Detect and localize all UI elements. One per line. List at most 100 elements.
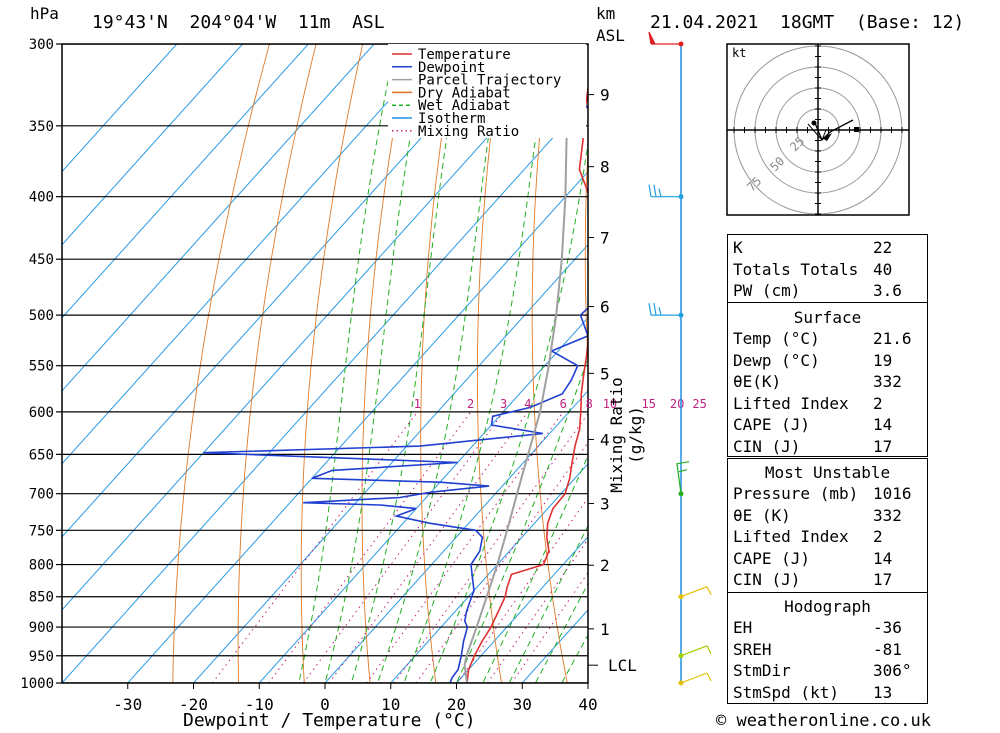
mixing-ratio-label: 3: [500, 397, 507, 411]
mixing-ratio-line: [366, 411, 564, 683]
wind-barb: [648, 303, 681, 316]
legend-label: Wet Adiabat: [418, 98, 511, 114]
surface-key: Dewp (°C): [733, 350, 820, 370]
pressure-tick-label: 650: [29, 447, 54, 463]
surface-value: 17: [873, 436, 893, 456]
mixing-ratio-line: [456, 497, 588, 683]
km-tick-label: 2: [600, 556, 610, 575]
dry-adiabat: [531, 44, 568, 683]
wet-adiabat: [377, 44, 503, 683]
surface-key: CIN (J): [733, 436, 801, 456]
hodograph-key: StmDir: [733, 661, 791, 680]
index-key: K: [733, 238, 743, 257]
height-unit-asl: ASL: [596, 26, 625, 45]
surface-key: Temp (°C): [733, 329, 820, 348]
legend-box: [388, 44, 586, 138]
most-unstable-row: θE (K) 332: [728, 505, 927, 526]
most-unstable-key: Pressure (mb): [733, 484, 859, 503]
dry-adiabat: [476, 44, 503, 683]
mixing-ratio-line: [328, 411, 529, 683]
most-unstable-table: Most Unstable Pressure (mb) 1016 θE (K) 332…: [727, 458, 928, 593]
surface-table: Surface Temp (°C) 21.6 Dewp (°C) 19 θE(K) 332…: [727, 302, 928, 457]
km-tick-label: 9: [600, 86, 610, 105]
dry-adiabat: [172, 44, 270, 683]
most-unstable-title: Most Unstable: [764, 463, 891, 482]
pressure-tick-label: 950: [29, 649, 54, 665]
index-value: 40: [873, 259, 893, 279]
y2-axis-label: Mixing Ratio (g/kg): [607, 377, 645, 493]
wind-barb-shape: [680, 645, 712, 657]
mixing-ratio-label: 8: [586, 397, 593, 411]
surface-value: 19: [873, 350, 893, 370]
pressure-tick-label: 550: [29, 359, 54, 375]
km-tick-label: 7: [600, 229, 610, 248]
km-tick-label: 3: [600, 494, 610, 513]
hodograph-value: 13: [873, 682, 893, 702]
most-unstable-key: Lifted Index: [733, 527, 849, 546]
km-tick-label: 5: [600, 364, 610, 383]
pressure-tick-label: 700: [29, 487, 54, 503]
most-unstable-row: CIN (J) 17: [728, 569, 927, 590]
pressure-tick-label: 850: [29, 590, 54, 606]
isotherm-line: [62, 44, 375, 392]
most-unstable-value: 2: [873, 527, 883, 546]
hodograph-value: 306°: [873, 661, 912, 680]
hodograph-key: SREH: [733, 639, 772, 659]
surface-value: 21.6: [873, 329, 912, 348]
wind-barb-shape: [680, 672, 712, 684]
legend-label: Temperature: [418, 47, 511, 63]
index-key: Totals Totals: [733, 259, 859, 279]
hodograph-unit: kt: [732, 46, 746, 60]
isotherm-line: [258, 316, 588, 683]
hodograph-point: [854, 127, 859, 132]
dry-adiabat: [584, 139, 588, 369]
dry-adiabat: [237, 44, 317, 683]
pressure-tick-label: 750: [29, 523, 54, 539]
mixing-ratio-label: 10: [603, 397, 617, 411]
wet-adiabat: [324, 44, 428, 683]
mixing-ratio-line: [415, 441, 588, 683]
wind-barb: [648, 184, 681, 198]
legend-label: Dry Adiabat: [418, 85, 511, 101]
hodograph-row: SREH -81: [728, 639, 927, 660]
wet-adiabat: [298, 44, 397, 683]
surface-key: θE(K): [733, 372, 782, 391]
mixing-ratio-label: 15: [641, 397, 655, 411]
dry-adiabat: [361, 44, 410, 683]
hodograph-point: [811, 120, 817, 126]
mixing-ratio-line: [302, 411, 505, 683]
legend-label: Dewpoint: [418, 60, 485, 76]
surface-title: Surface: [793, 308, 862, 327]
most-unstable-value: 1016: [873, 484, 912, 503]
pressure-tick-label: 300: [29, 37, 54, 53]
pressure-tick-label: 400: [29, 190, 54, 206]
mixing-ratio-label: 25: [692, 397, 706, 411]
most-unstable-key: θE (K): [733, 505, 791, 525]
wind-barb-shape: [648, 303, 681, 316]
most-unstable-row: CAPE (J) 14: [728, 548, 927, 569]
hodograph-table: Hodograph EH -36 SREH -81 StmDir 306° StmSpd (…: [727, 592, 928, 704]
indices-table: K 22 Totals Totals 40 PW (cm) 3.6: [727, 234, 928, 304]
mixing-ratio-line: [268, 411, 472, 683]
mixing-ratio-label: 6: [560, 397, 567, 411]
wet-adiabat: [350, 44, 463, 683]
mixing-ratio-label: 2: [467, 397, 474, 411]
wind-barb-shape: [648, 184, 681, 198]
wind-barb-shape: [648, 31, 681, 45]
surface-value: 14: [873, 415, 893, 434]
km-tick-label: 4: [600, 430, 610, 449]
hodograph-value: -36: [873, 618, 902, 637]
x-tick-label: 0: [320, 695, 330, 714]
hodograph-value: -81: [873, 639, 902, 659]
copyright[interactable]: © weatheronline.co.uk: [716, 711, 931, 731]
wind-barb: [648, 31, 681, 45]
hodograph-storm-vector: [807, 123, 827, 141]
pressure-tick-label: 600: [29, 405, 54, 421]
km-tick-label: 1: [600, 620, 610, 639]
pressure-tick-label: 800: [29, 558, 54, 574]
x-tick-label: 40: [578, 695, 597, 714]
surface-row: CAPE (J) 14: [728, 414, 927, 435]
hodograph-row: StmSpd (kt) 13: [728, 682, 927, 703]
wind-barb: [676, 461, 690, 494]
surface-row: Dewp (°C) 19: [728, 350, 927, 371]
